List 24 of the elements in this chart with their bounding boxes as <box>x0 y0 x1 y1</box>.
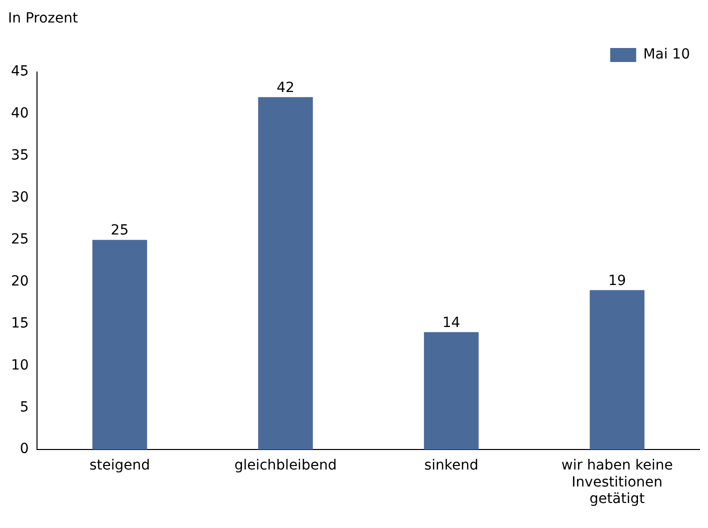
data-label: 19 <box>608 272 626 289</box>
bar <box>590 290 644 450</box>
x-tick-label: sinkend <box>424 458 478 474</box>
bar <box>258 97 313 450</box>
x-tick-label: steigend <box>89 458 150 474</box>
y-tick-label: 35 <box>10 148 29 164</box>
y-tick-label: 0 <box>20 441 29 458</box>
bar <box>92 240 148 450</box>
bar <box>424 332 479 450</box>
y-axis-title: In Prozent <box>8 10 78 27</box>
y-tick-label: 30 <box>10 190 29 206</box>
y-tick-label: 45 <box>10 64 29 80</box>
y-tick-label: 10 <box>10 357 29 374</box>
data-label: 25 <box>110 222 129 238</box>
data-label: 42 <box>276 80 294 96</box>
legend-label: Mai 10 <box>643 46 690 63</box>
y-tick-label: 40 <box>10 106 29 122</box>
x-tick-label: gleichbleibend <box>234 458 337 474</box>
y-tick-label: 25 <box>10 231 29 248</box>
data-label: 14 <box>442 314 460 331</box>
y-tick-label: 5 <box>20 399 29 416</box>
y-tick-label: 20 <box>10 273 29 290</box>
x-tick-label: wir haben keine Investitionen getätigt <box>561 458 673 508</box>
y-tick-label: 15 <box>10 315 29 332</box>
